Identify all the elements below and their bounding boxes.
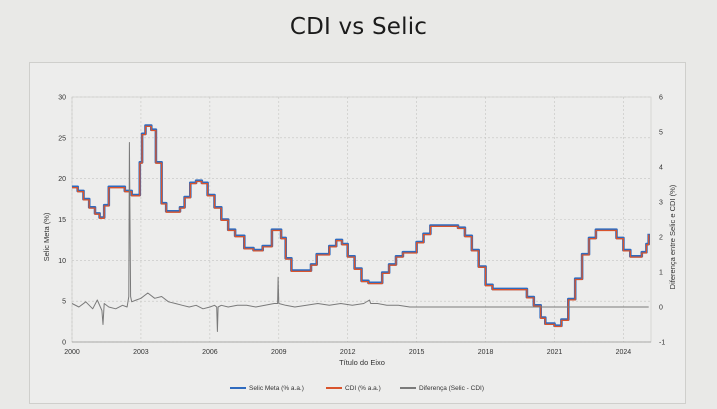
- y-tick-label: 15: [58, 217, 66, 224]
- axes: 0 5 10 15 20 25 30 -1 0 1 2 3 4 5 6 2000 2003 2006 2009 201…: [58, 95, 665, 357]
- line-chart: 0 5 10 15 20 25 30 -1 0 1 2 3 4 5 6 2000 2003 2006 2009 201…: [42, 95, 677, 393]
- series-lines: [71, 124, 650, 332]
- x-tick-label: 2021: [547, 349, 563, 356]
- y-tick-label: 5: [62, 299, 66, 306]
- y2-tick-label: 2: [659, 235, 663, 242]
- series-line-3: [71, 142, 649, 332]
- x-tick-label: 2024: [616, 349, 632, 356]
- x-tick-label: 2003: [133, 349, 149, 356]
- y-tick-label: 30: [58, 95, 66, 102]
- grid: [71, 96, 652, 343]
- y2-tick-label: 1: [659, 270, 663, 277]
- x-tick-label: 2012: [340, 349, 356, 356]
- series-line-1: [72, 124, 650, 327]
- x-axis-title: Título do Eixo: [339, 358, 385, 367]
- y2-tick-label: -1: [659, 340, 665, 347]
- chart-frame: 0 5 10 15 20 25 30 -1 0 1 2 3 4 5 6 2000 2003 2006 2009 201…: [29, 62, 686, 404]
- x-tick-label: 2018: [478, 349, 494, 356]
- legend-label: Diferença (Selic - CDI): [419, 385, 484, 392]
- y-tick-label: 0: [62, 340, 66, 347]
- legend-label: Selic Meta (% a.a.): [249, 385, 304, 392]
- legend: Selic Meta (% a.a.) CDI (% a.a.) Diferença…: [230, 385, 484, 392]
- series-line-2: [72, 125, 650, 328]
- x-tick-label: 2006: [202, 349, 218, 356]
- y-tick-label: 20: [58, 176, 66, 183]
- y-tick-label: 25: [58, 135, 66, 142]
- legend-label: CDI (% a.a.): [345, 385, 381, 392]
- y2-axis-title: Diferença entre Selic e CDI (%): [668, 184, 677, 289]
- y2-tick-label: 4: [659, 165, 663, 172]
- chart-title: CDI vs Selic: [289, 14, 428, 40]
- y-axis-title: Selic Meta (%): [42, 212, 51, 261]
- x-tick-label: 2015: [409, 349, 425, 356]
- x-tick-label: 2000: [64, 349, 80, 356]
- y-tick-label: 10: [58, 258, 66, 265]
- y2-tick-label: 3: [659, 200, 663, 207]
- y2-tick-label: 5: [659, 130, 663, 137]
- y2-tick-label: 0: [659, 305, 663, 312]
- x-tick-label: 2009: [271, 349, 287, 356]
- y2-tick-label: 6: [659, 95, 663, 102]
